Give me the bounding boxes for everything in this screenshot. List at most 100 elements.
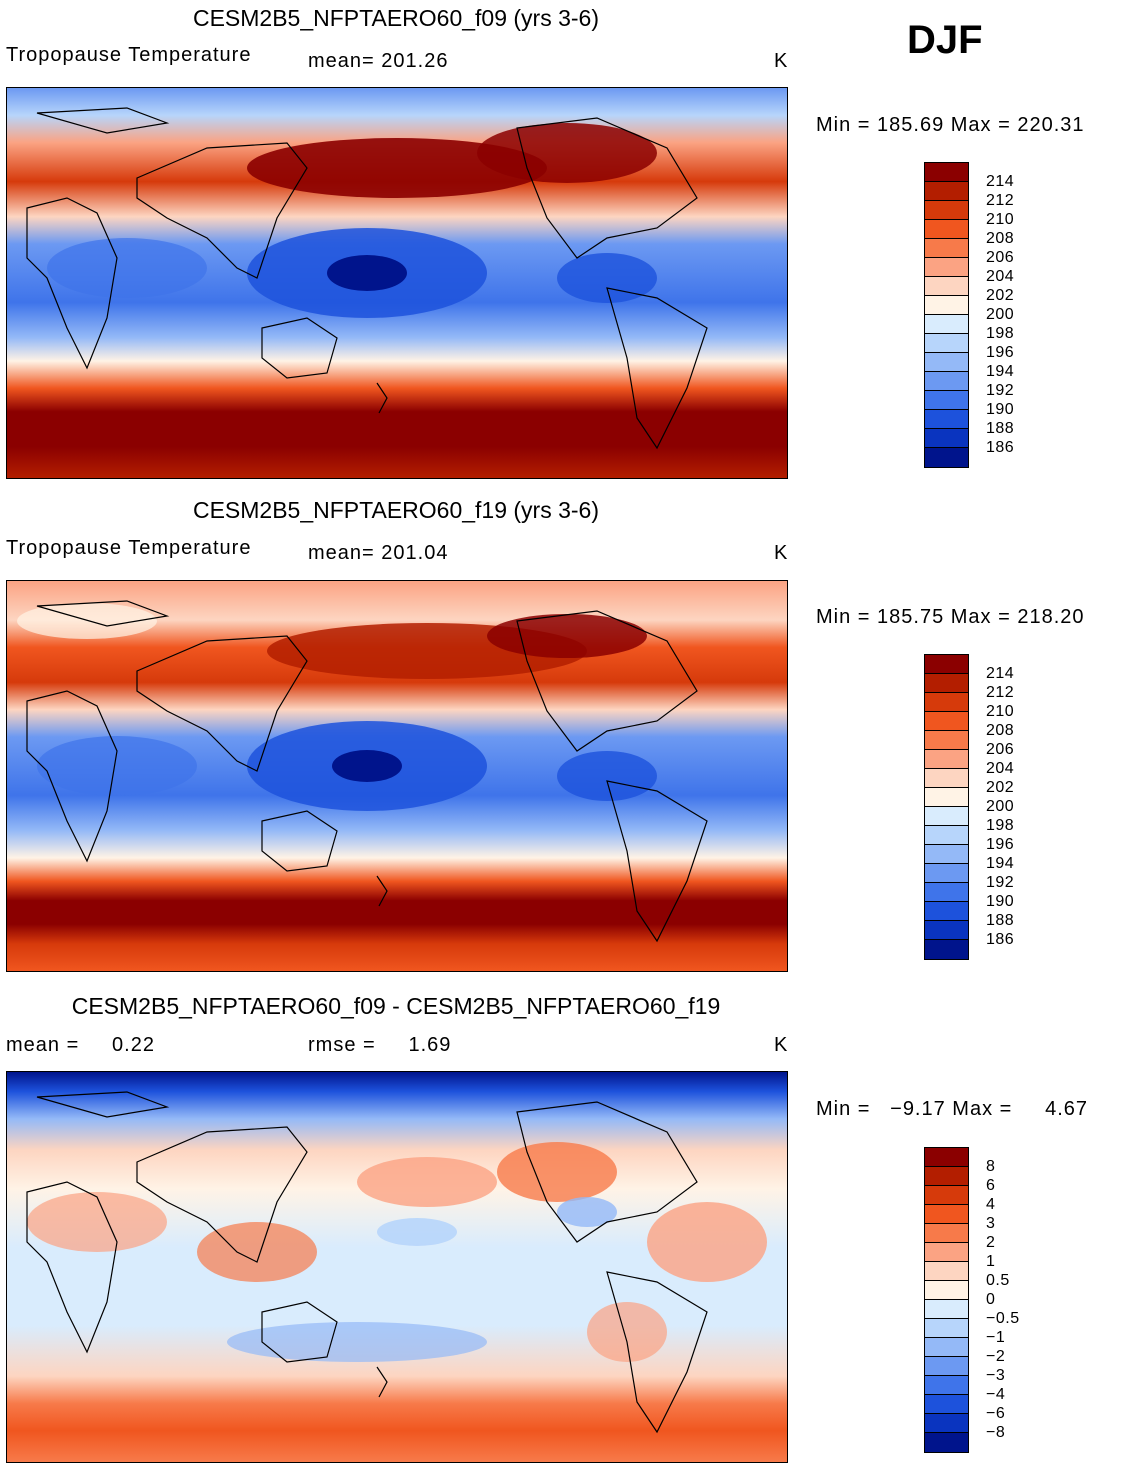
panel1-cbar-box <box>925 220 968 239</box>
panel1-cbar-label: 188 <box>986 420 1015 437</box>
panel2-mean: mean= 201.04 <box>308 542 449 564</box>
panel2-cbar-box <box>925 769 968 788</box>
panel1-units: K <box>774 50 789 72</box>
panel3-cbar-label: −8 <box>986 1424 1006 1441</box>
panel3-cbar-label: 0.5 <box>986 1272 1010 1289</box>
panel3-cbar-box <box>925 1205 968 1224</box>
panel2-cbar-label: 200 <box>986 798 1015 815</box>
panel2-cbar-label: 202 <box>986 779 1015 796</box>
panel2-cbar-label: 186 <box>986 931 1015 948</box>
season-label: DJF <box>907 18 983 62</box>
panel3-cbar-box <box>925 1186 968 1205</box>
panel2-cbar-label: 212 <box>986 684 1015 701</box>
panel2-cbar-label: 208 <box>986 722 1015 739</box>
panel1-cbar-box <box>925 277 968 296</box>
panel3-cbar-box <box>925 1281 968 1300</box>
panel3-cbar-label: 2 <box>986 1234 996 1251</box>
panel1-cbar-label: 200 <box>986 306 1015 323</box>
panel3-cbar-label: 3 <box>986 1215 996 1232</box>
panel2-cbar-label: 204 <box>986 760 1015 777</box>
panel2-cbar-box <box>925 674 968 693</box>
panel1-cbar-box <box>925 353 968 372</box>
panel1-colorbar <box>924 162 969 468</box>
panel2-minmax: Min = 185.75 Max = 218.20 <box>816 606 1085 628</box>
panel3-cbar-label: 6 <box>986 1177 996 1194</box>
panel3-cbar-label: −3 <box>986 1367 1006 1384</box>
panel3-cbar-label: −6 <box>986 1405 1006 1422</box>
panel3-minmax: Min = −9.17 Max = 4.67 <box>816 1098 1089 1120</box>
panel1-cbar-box <box>925 296 968 315</box>
panel3-cbar-label: −4 <box>986 1386 1006 1403</box>
panel2-cbar-label: 210 <box>986 703 1015 720</box>
panel3-cbar-box <box>925 1243 968 1262</box>
panel3-colorbar <box>924 1147 969 1453</box>
panel2-cbar-label: 214 <box>986 665 1015 682</box>
panel2-cbar-box <box>925 712 968 731</box>
panel1-cbar-label: 196 <box>986 344 1015 361</box>
panel2-cbar-label: 196 <box>986 836 1015 853</box>
panel2-cbar-label: 194 <box>986 855 1015 872</box>
panel1-cbar-label: 204 <box>986 268 1015 285</box>
panel2-cbar-box <box>925 921 968 940</box>
panel1-cbar-box <box>925 201 968 220</box>
panel1-cbar-label: 192 <box>986 382 1015 399</box>
panel1-cbar-box <box>925 315 968 334</box>
panel2-cbar-label: 188 <box>986 912 1015 929</box>
panel2-map-graphic <box>7 581 787 971</box>
panel3-map <box>6 1071 788 1463</box>
panel2-cbar-label: 192 <box>986 874 1015 891</box>
panel3-title: CESM2B5_NFPTAERO60_f09 - CESM2B5_NFPTAER… <box>71 993 721 1019</box>
panel2-units: K <box>774 542 789 564</box>
panel1-cbar-box <box>925 372 968 391</box>
panel1-variable: Tropopause Temperature <box>6 44 252 66</box>
panel1-cbar-label: 214 <box>986 173 1015 190</box>
panel3-cbar-box <box>925 1300 968 1319</box>
panel1-title: CESM2B5_NFPTAERO60_f09 (yrs 3-6) <box>192 5 600 31</box>
panel1-cbar-label: 194 <box>986 363 1015 380</box>
panel1-cbar-box <box>925 163 968 182</box>
panel1-cbar-box <box>925 429 968 448</box>
panel2-cbar-label: 198 <box>986 817 1015 834</box>
panel2-cbar-label: 206 <box>986 741 1015 758</box>
panel3-map-graphic <box>7 1072 787 1462</box>
panel3-cbar-box <box>925 1433 968 1452</box>
panel1-cbar-label: 202 <box>986 287 1015 304</box>
panel3-cbar-box <box>925 1357 968 1376</box>
panel2-colorbar <box>924 654 969 960</box>
panel1-cbar-box <box>925 391 968 410</box>
panel3-cbar-box <box>925 1376 968 1395</box>
panel2-map <box>6 580 788 972</box>
panel2-cbar-box <box>925 788 968 807</box>
panel2-cbar-box <box>925 731 968 750</box>
panel1-cbar-box <box>925 448 968 467</box>
panel2-cbar-box <box>925 693 968 712</box>
panel3-cbar-label: 1 <box>986 1253 996 1270</box>
panel3-cbar-box <box>925 1414 968 1433</box>
panel3-cbar-label: −2 <box>986 1348 1006 1365</box>
panel3-cbar-label: 4 <box>986 1196 996 1213</box>
panel2-cbar-box <box>925 807 968 826</box>
panel3-cbar-box <box>925 1319 968 1338</box>
panel3-cbar-box <box>925 1395 968 1414</box>
panel3-cbar-box <box>925 1167 968 1186</box>
panel1-cbar-box <box>925 410 968 429</box>
panel2-cbar-box <box>925 826 968 845</box>
panel3-cbar-label: 8 <box>986 1158 996 1175</box>
panel2-variable: Tropopause Temperature <box>6 537 252 559</box>
panel3-cbar-box <box>925 1338 968 1357</box>
panel1-cbar-label: 208 <box>986 230 1015 247</box>
panel1-cbar-label: 210 <box>986 211 1015 228</box>
panel1-map-graphic <box>7 88 787 478</box>
panel2-cbar-box <box>925 883 968 902</box>
panel3-mean: mean = 0.22 <box>6 1034 155 1056</box>
panel2-title: CESM2B5_NFPTAERO60_f19 (yrs 3-6) <box>192 497 600 523</box>
panel3-cbar-label: 0 <box>986 1291 996 1308</box>
panel3-cbar-box <box>925 1262 968 1281</box>
panel1-cbar-label: 186 <box>986 439 1015 456</box>
panel2-cbar-box <box>925 655 968 674</box>
panel2-cbar-box <box>925 940 968 959</box>
panel1-cbar-label: 206 <box>986 249 1015 266</box>
panel1-mean: mean= 201.26 <box>308 50 449 72</box>
panel1-cbar-box <box>925 258 968 277</box>
panel3-cbar-label: −1 <box>986 1329 1006 1346</box>
